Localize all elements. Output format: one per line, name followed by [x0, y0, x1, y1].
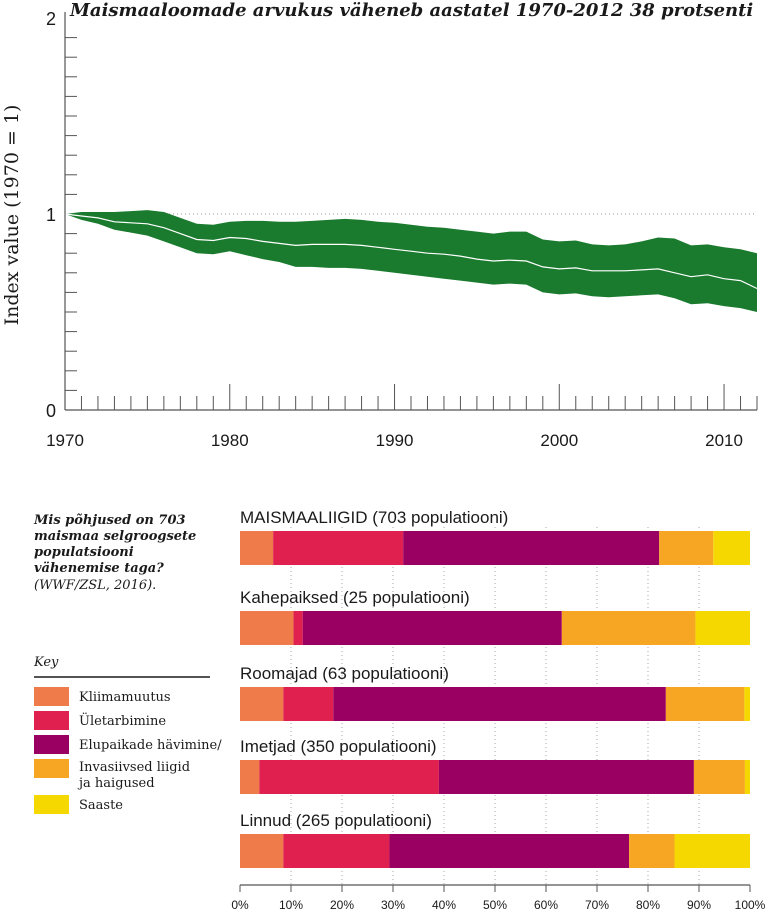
bar-segment	[659, 531, 714, 565]
legend-label-line: ja haigused	[77, 776, 155, 791]
y-minor-ticks	[65, 37, 77, 391]
x-tick-label: 1990	[376, 431, 414, 450]
bar-segment	[695, 611, 750, 645]
bar-segment	[403, 531, 660, 565]
bar-segment	[629, 834, 675, 868]
x-axis-ticks	[239, 885, 751, 892]
bar-segment	[389, 834, 630, 868]
bar-segment	[561, 611, 696, 645]
legend-label: Invasiivsed liigid ja haigused	[77, 760, 190, 791]
category-label: MAISMAALIIGID (703 populatiooni)	[240, 508, 508, 527]
bar-segment	[293, 611, 303, 645]
y-tick-label: 2	[46, 9, 56, 29]
category-label: Kahepaiksed (25 populatiooni)	[240, 588, 470, 607]
legend-swatch	[34, 735, 69, 754]
bar-segment	[283, 687, 334, 721]
category-label: Linnud (265 populatiooni)	[240, 811, 432, 830]
x-tick-label: 50%	[483, 898, 507, 912]
index-line	[64, 213, 758, 290]
bar-segment	[744, 760, 750, 794]
x-tick-label: 0%	[231, 898, 249, 912]
bar-segment	[665, 687, 745, 721]
legend-label: Ületarbimine	[79, 712, 166, 729]
legend-item: Ületarbimine	[34, 711, 166, 730]
bar-segment	[240, 834, 284, 868]
threats-chart: MAISMAALIIGID (703 populatiooni) Kahepaik…	[231, 508, 765, 912]
bar-segment	[273, 531, 404, 565]
x-tick-label: 80%	[636, 898, 660, 912]
bar-segment	[693, 760, 745, 794]
x-tick-label: 100%	[735, 898, 766, 912]
x-tick-label: 20%	[330, 898, 354, 912]
bar-segment	[333, 687, 666, 721]
question-line: Mis põhjused on 703	[33, 513, 186, 528]
chart-title: Maismaaloomade arvukus väheneb aastatel …	[69, 0, 753, 21]
y-tick-label: 0	[46, 401, 56, 421]
legend-item: Saaste	[34, 795, 123, 814]
question-line: maismaa selgroogsete	[34, 529, 196, 544]
x-tick-label: 1980	[211, 431, 249, 450]
legend-swatch	[34, 759, 69, 778]
x-axis-ticks	[64, 384, 758, 410]
sidebar: Mis põhjused on 703 maismaa selgroogsete…	[33, 513, 222, 814]
question-text: Mis põhjused on 703 maismaa selgroogsete…	[33, 513, 201, 576]
source-text: (WWF/ZSL, 2016).	[34, 578, 156, 593]
legend-label: Elupaikade hävimine/	[79, 738, 222, 753]
key-title: Key	[33, 655, 59, 670]
bars	[240, 531, 750, 868]
y-tick-label: 1	[46, 205, 56, 225]
x-tick-label: 90%	[687, 898, 711, 912]
question-line: populatsiooni	[34, 545, 134, 560]
x-tick-label: 70%	[585, 898, 609, 912]
x-tick-label: 30%	[381, 898, 405, 912]
legend-swatch	[34, 687, 69, 706]
legend: Kliimamuutus Ületarbimine Elupaikade hävim…	[34, 687, 222, 814]
y-axis-label: Index value (1970 = 1)	[1, 105, 23, 326]
bar-segment	[240, 531, 274, 565]
y-axis-tick-labels: 0 1 2	[46, 9, 56, 421]
legend-item: Elupaikade hävimine/	[34, 735, 222, 754]
legend-item: Invasiivsed liigid ja haigused	[34, 759, 190, 791]
index-chart: Maismaaloomade arvukus väheneb aastatel …	[1, 0, 758, 450]
legend-label: Kliimamuutus	[79, 690, 171, 705]
bar-segment	[713, 531, 750, 565]
category-label: Roomajad (63 populatiooni)	[240, 664, 449, 683]
x-axis-tick-labels: 0% 10% 20% 30% 40% 50% 60% 70% 80% 90% 100%	[231, 898, 765, 912]
x-tick-label: 2000	[540, 431, 578, 450]
bar-segment	[240, 760, 260, 794]
bar-segment	[240, 687, 284, 721]
x-tick-label: 1970	[46, 431, 84, 450]
x-tick-label: 2010	[705, 431, 743, 450]
x-tick-label: 60%	[534, 898, 558, 912]
bar-segment	[744, 687, 750, 721]
x-tick-label: 10%	[279, 898, 303, 912]
bar-segment	[259, 760, 439, 794]
x-axis-tick-labels: 1970 1980 1990 2000 2010	[46, 431, 743, 450]
x-tick-label: 40%	[432, 898, 456, 912]
bar-segment	[674, 834, 750, 868]
legend-swatch	[34, 711, 69, 730]
bar-segment	[240, 611, 294, 645]
legend-swatch	[34, 795, 69, 814]
category-label: Imetjad (350 populatiooni)	[240, 737, 437, 756]
bar-segment	[283, 834, 390, 868]
legend-label-line: Invasiivsed liigid	[79, 760, 190, 775]
question-line: vähenemise taga?	[34, 561, 164, 576]
legend-label: Saaste	[79, 798, 123, 813]
bar-segment	[302, 611, 562, 645]
legend-item: Kliimamuutus	[34, 687, 171, 706]
category-labels: MAISMAALIIGID (703 populatiooni) Kahepaik…	[240, 508, 508, 830]
confidence-band	[65, 210, 757, 312]
bar-segment	[438, 760, 694, 794]
